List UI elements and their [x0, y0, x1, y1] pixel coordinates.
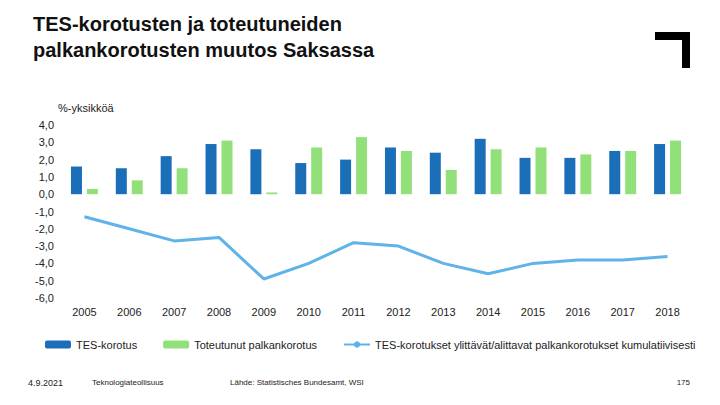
svg-text:2007: 2007: [162, 306, 186, 318]
svg-text:4.9.2021: 4.9.2021: [28, 378, 63, 388]
svg-text:-3,0: -3,0: [35, 240, 54, 252]
svg-text:-1,0: -1,0: [35, 206, 54, 218]
svg-text:2006: 2006: [117, 306, 141, 318]
svg-text:0,0: 0,0: [39, 188, 54, 200]
svg-text:3,0: 3,0: [39, 136, 54, 148]
svg-text:2005: 2005: [72, 306, 96, 318]
svg-text:2011: 2011: [342, 306, 366, 318]
svg-text:175: 175: [677, 378, 691, 387]
svg-text:2016: 2016: [566, 306, 590, 318]
svg-text:Teknologiateollisuus: Teknologiateollisuus: [92, 378, 164, 387]
svg-text:%-yksikköä: %-yksikköä: [58, 102, 115, 114]
svg-text:TES-korotus: TES-korotus: [76, 339, 138, 351]
svg-text:-6,0: -6,0: [35, 292, 54, 304]
svg-text:4,0: 4,0: [39, 119, 54, 131]
svg-text:1,0: 1,0: [39, 171, 54, 183]
svg-text:-4,0: -4,0: [35, 257, 54, 269]
svg-text:2009: 2009: [252, 306, 276, 318]
svg-text:2,0: 2,0: [39, 154, 54, 166]
svg-text:2015: 2015: [521, 306, 545, 318]
svg-text:Lähde: Statistisches Bundesamt: Lähde: Statistisches Bundesamt, WSI: [230, 378, 364, 387]
svg-text:-5,0: -5,0: [35, 275, 54, 287]
svg-text:2018: 2018: [655, 306, 679, 318]
svg-text:2012: 2012: [386, 306, 410, 318]
svg-text:TES-korotukset ylittävät/alitt: TES-korotukset ylittävät/alittavat palka…: [375, 339, 695, 351]
svg-text:-2,0: -2,0: [35, 223, 54, 235]
svg-text:2017: 2017: [610, 306, 634, 318]
svg-text:2013: 2013: [431, 306, 455, 318]
svg-text:Toteutunut palkankorotus: Toteutunut palkankorotus: [194, 339, 317, 351]
svg-text:palkankorotusten muutos Saksas: palkankorotusten muutos Saksassa: [33, 39, 375, 61]
svg-text:2008: 2008: [207, 306, 231, 318]
svg-text:2014: 2014: [476, 306, 500, 318]
svg-text:TES-korotusten ja toteutuneide: TES-korotusten ja toteutuneiden: [33, 13, 347, 35]
svg-text:2010: 2010: [296, 306, 320, 318]
